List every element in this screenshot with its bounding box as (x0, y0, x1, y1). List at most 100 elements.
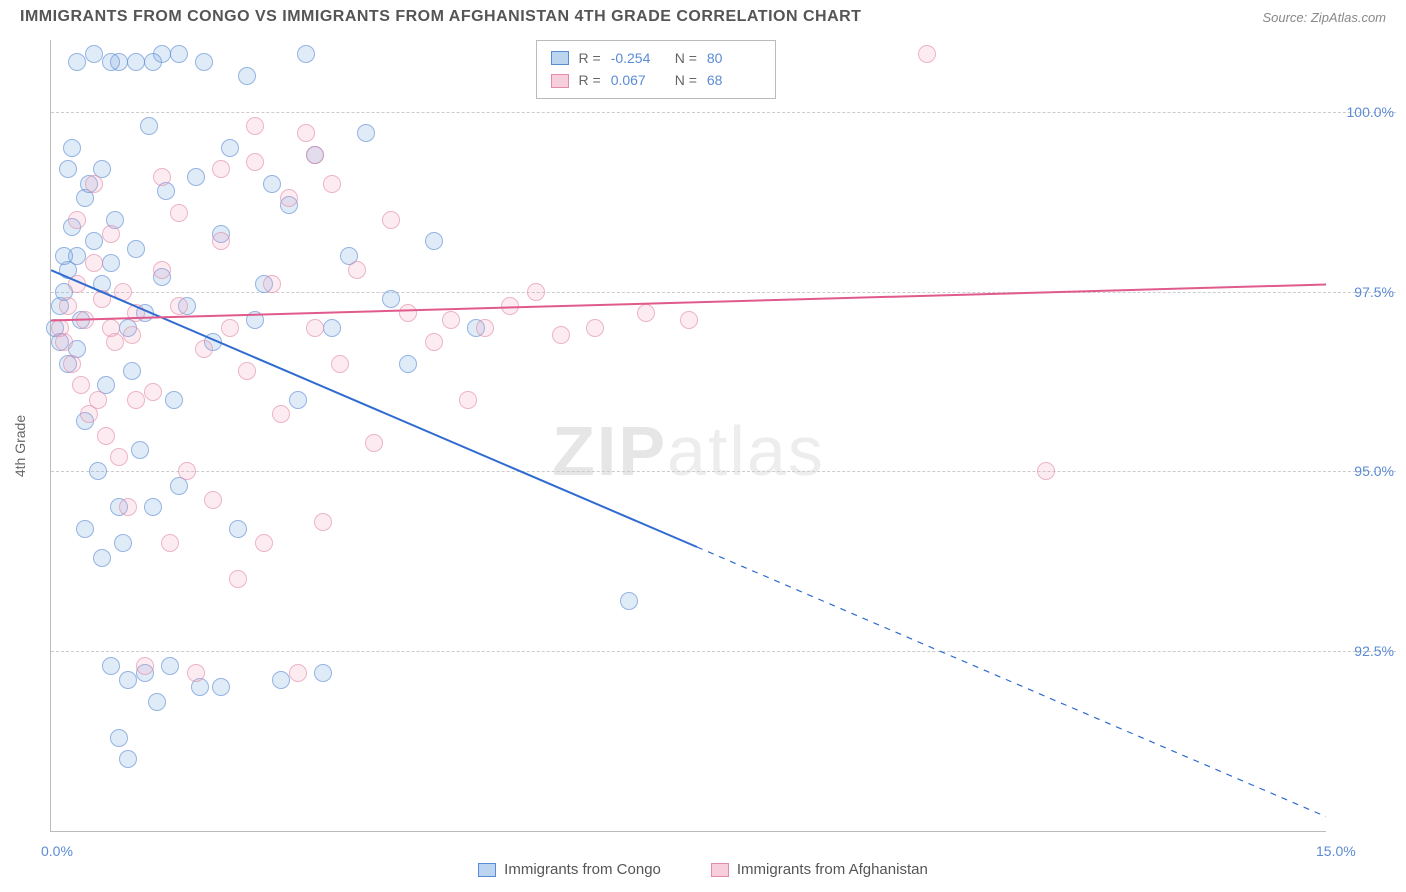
scatter-point (93, 549, 111, 567)
scatter-point (195, 53, 213, 71)
scatter-point (85, 175, 103, 193)
scatter-point (127, 53, 145, 71)
bottom-legend-pink: Immigrants from Afghanistan (711, 861, 928, 878)
scatter-point (263, 175, 281, 193)
gridline-h (51, 651, 1396, 652)
scatter-point (119, 498, 137, 516)
scatter-point (85, 254, 103, 272)
scatter-point (144, 53, 162, 71)
scatter-point (425, 232, 443, 250)
trend-lines (51, 40, 1326, 831)
chart-title: IMMIGRANTS FROM CONGO VS IMMIGRANTS FROM… (20, 8, 861, 26)
scatter-point (170, 45, 188, 63)
legend-row-pink: R = 0.067 N = 68 (551, 69, 761, 91)
stats-legend: R = -0.254 N = 80 R = 0.067 N = 68 (536, 40, 776, 99)
scatter-point (153, 261, 171, 279)
scatter-point (110, 448, 128, 466)
scatter-point (399, 304, 417, 322)
scatter-point (68, 211, 86, 229)
scatter-point (442, 311, 460, 329)
scatter-point (85, 232, 103, 250)
scatter-point (85, 45, 103, 63)
scatter-point (55, 333, 73, 351)
scatter-point (331, 355, 349, 373)
scatter-point (140, 117, 158, 135)
scatter-point (170, 204, 188, 222)
scatter-point (148, 693, 166, 711)
scatter-point (229, 520, 247, 538)
source-label: Source: ZipAtlas.com (1262, 10, 1386, 25)
y-tick-label: 97.5% (1354, 284, 1394, 300)
scatter-point (365, 434, 383, 452)
scatter-point (76, 520, 94, 538)
watermark: ZIPatlas (552, 411, 825, 491)
scatter-point (68, 53, 86, 71)
scatter-point (187, 168, 205, 186)
chart-header: IMMIGRANTS FROM CONGO VS IMMIGRANTS FROM… (0, 0, 1406, 30)
scatter-point (123, 362, 141, 380)
scatter-point (255, 534, 273, 552)
scatter-point (238, 362, 256, 380)
y-tick-label: 100.0% (1347, 104, 1394, 120)
scatter-point (68, 275, 86, 293)
scatter-point (106, 333, 124, 351)
gridline-h (51, 112, 1396, 113)
scatter-point (161, 657, 179, 675)
scatter-point (63, 355, 81, 373)
scatter-point (382, 290, 400, 308)
legend-row-blue: R = -0.254 N = 80 (551, 47, 761, 69)
scatter-point (246, 117, 264, 135)
scatter-point (102, 254, 120, 272)
x-tick-label: 15.0% (1316, 843, 1356, 859)
scatter-point (93, 290, 111, 308)
swatch-pink (711, 863, 729, 877)
scatter-point (127, 240, 145, 258)
scatter-point (637, 304, 655, 322)
scatter-point (314, 664, 332, 682)
y-tick-label: 95.0% (1354, 463, 1394, 479)
scatter-point (212, 232, 230, 250)
scatter-point (297, 124, 315, 142)
scatter-point (323, 319, 341, 337)
scatter-point (238, 67, 256, 85)
scatter-point (527, 283, 545, 301)
scatter-point (114, 283, 132, 301)
swatch-pink (551, 74, 569, 88)
scatter-point (136, 657, 154, 675)
scatter-point (144, 383, 162, 401)
scatter-point (501, 297, 519, 315)
scatter-point (178, 462, 196, 480)
scatter-chart: ZIPatlas R = -0.254 N = 80 R = 0.067 N =… (50, 40, 1326, 832)
scatter-point (170, 297, 188, 315)
gridline-h (51, 471, 1396, 472)
scatter-point (918, 45, 936, 63)
y-axis-label: 4th Grade (12, 415, 28, 477)
scatter-point (59, 160, 77, 178)
scatter-point (114, 534, 132, 552)
scatter-point (212, 678, 230, 696)
scatter-point (680, 311, 698, 329)
scatter-point (357, 124, 375, 142)
scatter-point (263, 275, 281, 293)
scatter-point (221, 319, 239, 337)
scatter-point (102, 53, 120, 71)
swatch-blue (551, 51, 569, 65)
scatter-point (246, 153, 264, 171)
scatter-point (382, 211, 400, 229)
scatter-point (348, 261, 366, 279)
scatter-point (246, 311, 264, 329)
scatter-point (229, 570, 247, 588)
scatter-point (119, 671, 137, 689)
x-tick-label: 0.0% (41, 843, 73, 859)
scatter-point (221, 139, 239, 157)
scatter-point (289, 391, 307, 409)
scatter-point (399, 355, 417, 373)
scatter-point (97, 427, 115, 445)
scatter-point (306, 146, 324, 164)
scatter-point (55, 247, 73, 265)
scatter-point (127, 391, 145, 409)
scatter-point (204, 491, 222, 509)
scatter-point (131, 441, 149, 459)
scatter-point (280, 189, 298, 207)
swatch-blue (478, 863, 496, 877)
